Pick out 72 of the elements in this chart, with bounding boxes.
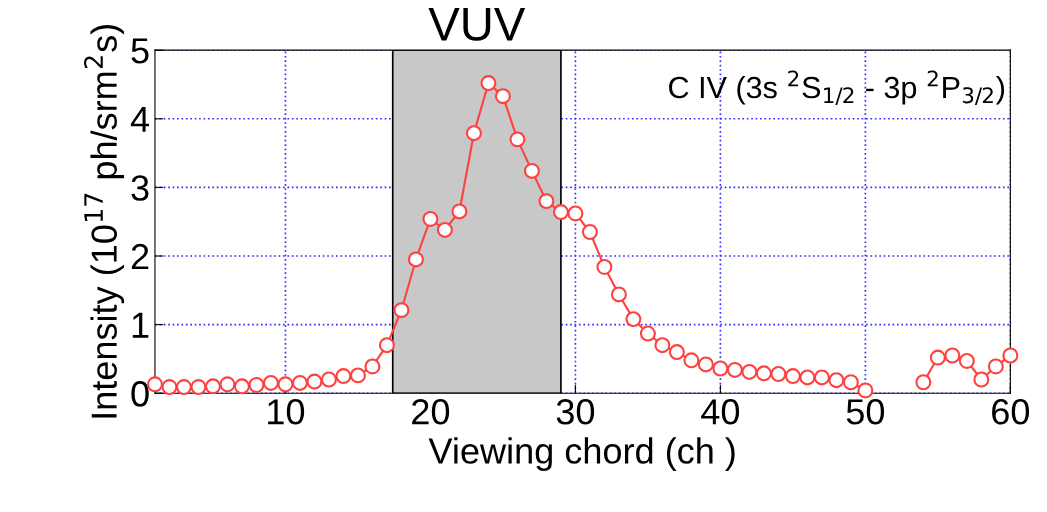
point bbox=[306, 373, 323, 390]
point bbox=[915, 374, 932, 391]
point bbox=[161, 379, 178, 396]
point bbox=[697, 356, 714, 373]
point bbox=[973, 371, 990, 388]
point bbox=[523, 162, 540, 179]
point bbox=[465, 125, 482, 142]
point bbox=[567, 205, 584, 222]
x-tick-label: 30 bbox=[556, 399, 595, 425]
point bbox=[842, 374, 859, 391]
point bbox=[610, 286, 627, 303]
point bbox=[683, 352, 700, 369]
y-tick-label: 0 bbox=[131, 381, 149, 407]
point bbox=[538, 193, 555, 210]
point bbox=[596, 258, 613, 275]
point bbox=[248, 377, 265, 393]
point bbox=[204, 378, 221, 395]
point bbox=[799, 369, 816, 386]
point bbox=[929, 349, 946, 366]
point bbox=[813, 369, 830, 386]
x-tick-label: 60 bbox=[992, 399, 1030, 425]
y-tick-label: 5 bbox=[131, 38, 149, 64]
y-axis-title: Intensity (10$^{17}$ ph/srm$^{2}$s) bbox=[84, 25, 125, 418]
point bbox=[741, 363, 758, 380]
point bbox=[480, 75, 497, 92]
x-axis-title: Viewing chord (ch ) bbox=[428, 437, 735, 471]
point bbox=[828, 372, 845, 389]
point bbox=[944, 347, 961, 364]
y-tick-label: 1 bbox=[132, 312, 149, 338]
point bbox=[277, 376, 294, 393]
point bbox=[219, 376, 236, 393]
point bbox=[1002, 347, 1019, 364]
point bbox=[509, 131, 526, 148]
x-tick-label: 10 bbox=[268, 399, 305, 425]
text: C IV (3s $^{2}$S$_{1/2}$ - 3p $^{2}$P$_{3/2}$) bbox=[669, 70, 1005, 106]
point bbox=[422, 210, 439, 227]
point bbox=[755, 365, 772, 382]
point bbox=[639, 325, 656, 342]
y-tick-label: 3 bbox=[131, 175, 149, 201]
point bbox=[625, 311, 642, 328]
point bbox=[770, 366, 787, 382]
band-label: VUV bbox=[428, 7, 526, 41]
y-tick-label: 4 bbox=[130, 107, 150, 132]
point bbox=[958, 352, 975, 369]
x-tick-label: 40 bbox=[701, 399, 740, 425]
point bbox=[857, 382, 874, 399]
point bbox=[364, 358, 381, 375]
point bbox=[436, 221, 453, 238]
point bbox=[190, 379, 207, 396]
point bbox=[349, 367, 366, 384]
point bbox=[233, 378, 250, 395]
point bbox=[581, 224, 598, 240]
point bbox=[335, 368, 352, 385]
point bbox=[552, 204, 569, 221]
point bbox=[712, 360, 729, 377]
point bbox=[668, 344, 685, 361]
point bbox=[262, 374, 279, 391]
point bbox=[320, 371, 337, 388]
point bbox=[291, 374, 308, 391]
point bbox=[451, 203, 468, 220]
point bbox=[726, 361, 743, 378]
x-tick-label: 50 bbox=[846, 399, 885, 425]
y-tick-label: 2 bbox=[131, 243, 149, 270]
point bbox=[987, 358, 1004, 375]
point bbox=[494, 88, 511, 105]
point bbox=[175, 379, 192, 396]
point bbox=[654, 337, 671, 354]
point bbox=[393, 302, 410, 319]
x-tick-label: 20 bbox=[412, 399, 450, 425]
point bbox=[407, 251, 424, 268]
point bbox=[378, 337, 395, 354]
point bbox=[784, 368, 801, 385]
